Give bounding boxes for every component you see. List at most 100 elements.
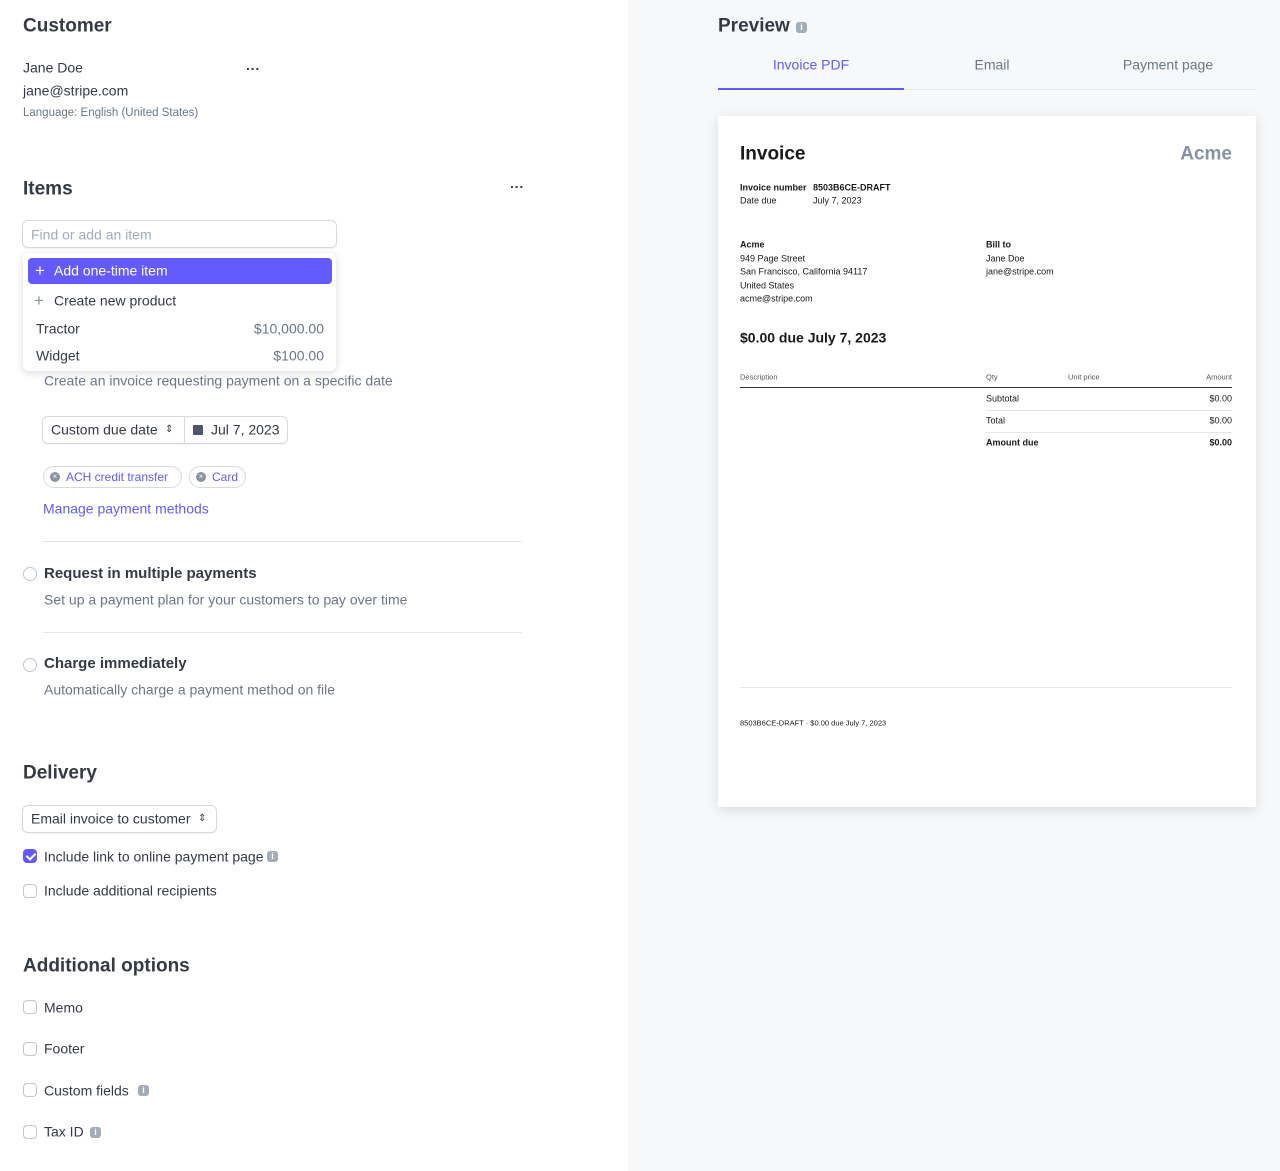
footer-rule: [740, 687, 1232, 688]
option-title: Request in multiple payments: [44, 565, 257, 582]
column-header: Amount: [1206, 372, 1232, 382]
method-pill[interactable]: × Card: [189, 466, 246, 488]
method-pill[interactable]: × ACH credit transfer: [43, 466, 182, 488]
select-label: Custom due date: [51, 421, 158, 438]
checkbox[interactable]: [23, 1042, 37, 1056]
more-button[interactable]: ···: [510, 178, 524, 195]
checkbox-label: Include link to online payment page: [44, 848, 264, 865]
date-label: Jul 7, 2023: [211, 421, 280, 438]
checkbox[interactable]: [23, 1000, 37, 1014]
tab-underline: [718, 88, 904, 90]
meta-value: July 7, 2023: [813, 195, 862, 206]
total-label: Total: [986, 415, 1006, 426]
tab[interactable]: Invoice PDF: [718, 48, 904, 90]
chevron: ⇕: [165, 424, 174, 435]
product-name[interactable]: Tractor: [36, 320, 80, 337]
tab-label: Payment page: [1122, 56, 1214, 73]
checkbox-label: Footer: [44, 1040, 85, 1057]
meta-label: Invoice number: [740, 182, 807, 193]
section-title: Items: [23, 178, 73, 200]
remove-icon[interactable]: ×: [196, 472, 206, 482]
bill-to-line: jane@stripe.com: [986, 266, 1054, 277]
from-line: United States: [740, 280, 795, 291]
invoice-title: Invoice: [740, 143, 806, 165]
customer-language: Language: English (United States): [23, 107, 199, 120]
date-button[interactable]: Jul 7, 2023: [184, 416, 288, 444]
link[interactable]: Manage payment methods: [43, 500, 209, 517]
remove-icon[interactable]: ×: [50, 472, 60, 482]
column-header: Qty: [986, 372, 998, 382]
amount-heading: $0.00 due July 7, 2023: [740, 329, 887, 346]
preview-panel: Preview i Invoice PDF Email Payment page…: [628, 0, 1280, 1171]
more-button[interactable]: ···: [246, 60, 260, 77]
method-label: Card: [212, 469, 239, 484]
placeholder: Find or add an item: [31, 226, 152, 243]
column-header: Description: [740, 372, 778, 382]
tab-label: Invoice PDF: [772, 56, 850, 73]
product-price: $100.00: [273, 347, 324, 364]
checkbox[interactable]: [23, 849, 37, 863]
info-icon[interactable]: i: [267, 851, 278, 862]
total-value: $0.00: [1209, 437, 1232, 448]
checkbox[interactable]: [23, 1083, 37, 1097]
table-rule: [740, 387, 1232, 388]
checkbox-label: Custom fields: [44, 1082, 129, 1099]
meta-label: Date due: [740, 195, 777, 206]
checkbox-label: Tax ID: [44, 1123, 84, 1140]
radio[interactable]: [23, 658, 37, 672]
option-description: Automatically charge a payment method on…: [44, 681, 336, 698]
total-label: Amount due: [986, 437, 1039, 448]
menu-label[interactable]: Create new product: [54, 292, 177, 309]
from-line: San Francisco, California 94117: [740, 266, 868, 277]
chevron: ⇕: [198, 813, 207, 824]
checkbox[interactable]: [23, 1125, 37, 1139]
product-name[interactable]: Widget: [36, 347, 80, 364]
product-price: $10,000.00: [253, 320, 324, 337]
plus-icon: +: [35, 260, 45, 280]
menu-label: Add one-time item: [54, 262, 168, 279]
checkbox-label: Memo: [44, 999, 83, 1016]
info-icon[interactable]: i: [90, 1127, 101, 1138]
calendar-icon: [193, 425, 203, 435]
dropdown: + Add one-time item + Create new product…: [23, 253, 336, 371]
tab-rule: [718, 89, 1256, 90]
checkbox[interactable]: [23, 884, 37, 898]
bill-to-heading: Bill to: [986, 239, 1011, 250]
radio[interactable]: [23, 567, 37, 581]
meta-value: 8503B6CE-DRAFT: [813, 182, 891, 193]
invoice-brand: Acme: [1180, 143, 1232, 165]
row-rule: [986, 410, 1232, 411]
divider: [43, 632, 522, 633]
tab-label: Email: [974, 56, 1010, 73]
plus-icon: +: [34, 290, 44, 310]
info-icon[interactable]: i: [138, 1085, 149, 1096]
from-line: acme@stripe.com: [740, 293, 813, 304]
invoice-footer: 8503B6CE-DRAFT · $0.00 due July 7, 2023: [740, 718, 887, 728]
invoice-pdf: Invoice Acme Invoice number 8503B6CE-DRA…: [718, 116, 1256, 807]
delivery-select[interactable]: Email invoice to customer ⇕: [22, 805, 217, 833]
section-title: Customer: [23, 15, 112, 37]
method-label: ACH credit transfer: [66, 469, 169, 484]
total-value: $0.00: [1209, 393, 1232, 404]
tab[interactable]: Email: [904, 48, 1080, 90]
total-value: $0.00: [1209, 415, 1232, 426]
option-description: Set up a payment plan for your customers…: [44, 591, 408, 608]
preview-title: Preview: [718, 15, 790, 37]
option-description: Create an invoice requesting payment on …: [44, 372, 393, 389]
from-heading: Acme: [740, 239, 765, 250]
customer-email: jane@stripe.com: [23, 82, 129, 99]
option-title: Charge immediately: [44, 655, 187, 672]
search-input[interactable]: Find or add an item: [22, 220, 337, 248]
select-label: Email invoice to customer: [31, 810, 191, 827]
tab[interactable]: Payment page: [1080, 48, 1256, 90]
row-rule: [986, 432, 1232, 433]
customer-name: Jane Doe: [23, 59, 83, 76]
from-line: 949 Page Street: [740, 253, 806, 264]
due-select[interactable]: Custom due date ⇕: [42, 416, 185, 444]
total-label: Subtotal: [986, 393, 1020, 404]
bill-to-line: Jane Doe: [986, 253, 1025, 264]
menu-item-active[interactable]: + Add one-time item: [28, 258, 332, 284]
section-title: Additional options: [23, 955, 190, 977]
info-icon[interactable]: i: [796, 22, 807, 33]
